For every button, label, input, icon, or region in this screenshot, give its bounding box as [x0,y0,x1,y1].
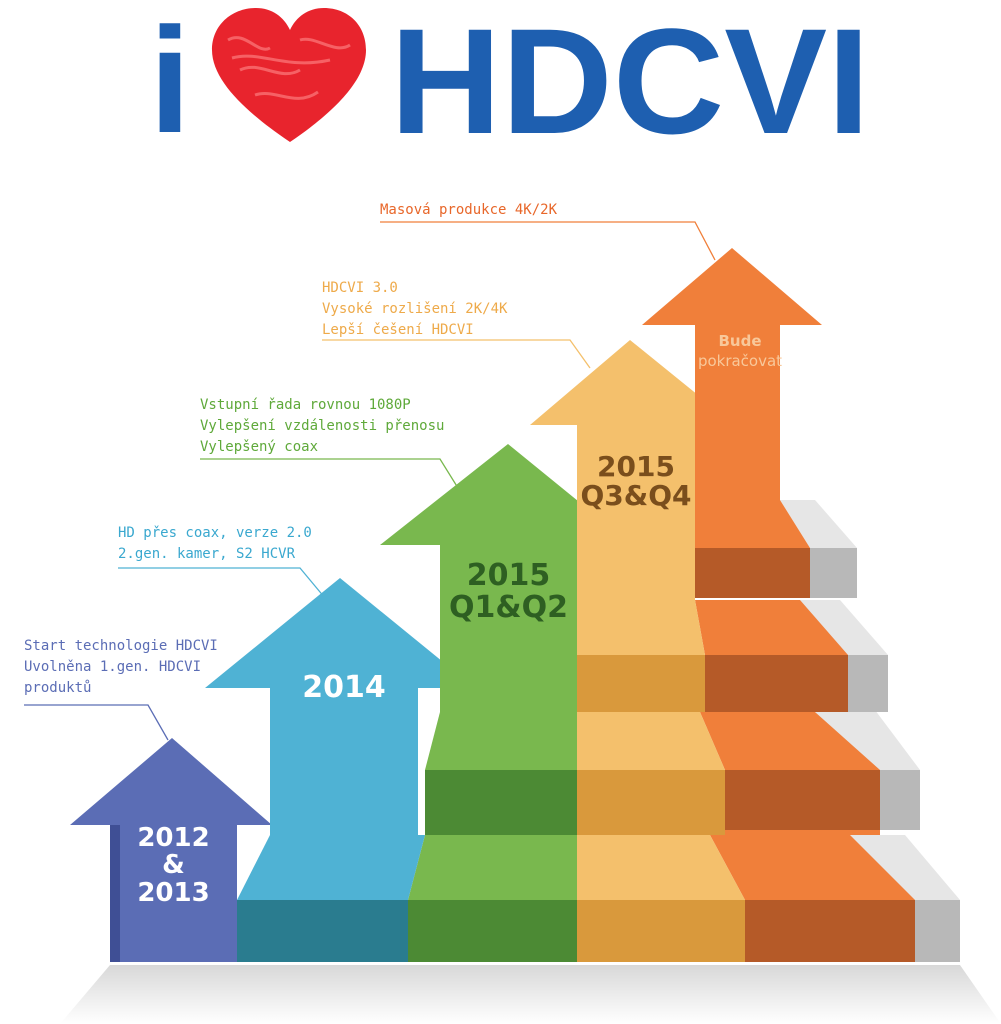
caption-line: Vstupní řada rovnou 1080P [200,397,411,413]
period-label-s1: 2012 & 2013 [110,823,237,908]
caption-line: Uvolněna 1.gen. HDCVI [24,659,202,675]
period-label-s5: Bude pokračovat [680,332,800,371]
period-line: 2015 [466,558,551,593]
floor-shadow [60,965,1001,1024]
arrow-s5 [642,248,822,500]
leader-lines [24,221,716,741]
period-label-s4: 2015 Q3&Q4 [577,452,695,511]
period-line: pokračovat [697,351,783,370]
caption-s3: Vstupní řada rovnou 1080P Vylepšení vzdá… [200,395,444,458]
caption-s4: HDCVI 3.0 Vysoké rozlišení 2K/4K Lepší č… [322,278,507,341]
caption-line: HD přes coax, verze 2.0 [118,525,312,541]
period-label-s3: 2015 Q1&Q2 [440,560,577,623]
caption-s2: HD přes coax, verze 2.0 2.gen. kamer, S2… [118,523,312,565]
arrow-s4 [530,340,735,600]
arrow-s3 [380,444,632,712]
heart-icon [212,8,366,142]
caption-line: HDCVI 3.0 [322,280,398,296]
period-line: Q1&Q2 [449,589,568,625]
caption-line: Masová produkce 4K/2K [380,202,558,218]
caption-line: Vysoké rozlišení 2K/4K [322,301,508,317]
period-line: 2013 [137,877,210,908]
blue-staircase [237,835,425,962]
period-line: 2012 [137,823,210,853]
logo-prefix-text: i [149,0,191,160]
period-label-s2: 2014 [270,672,418,704]
caption-line: Lepší češení HDCVI [322,322,474,338]
orange-staircase [695,500,915,962]
period-line: 2015 [597,450,675,483]
arrow-s1 [70,738,272,962]
caption-line: Start technologie HDCVI [24,638,218,654]
green-staircase [408,712,577,962]
arrow-s2 [205,578,475,835]
caption-s1: Start technologie HDCVI Uvolněna 1.gen. … [24,636,218,699]
period-line: 2014 [302,670,386,705]
caption-line: Vylepšení vzdálenosti přenosu [200,418,445,434]
period-line: & [162,850,185,881]
logo-brand-text: HDCVI [390,0,870,160]
period-line: Q3&Q4 [580,479,692,513]
caption-line: produktů [24,680,92,696]
arrow-s1-edge [110,825,120,962]
caption-line: 2.gen. kamer, S2 HCVR [118,546,296,562]
caption-line: Vylepšený coax [200,439,319,455]
i-love-hdcvi-logo: i HDCVI [149,0,870,160]
period-line: Bude [718,332,762,350]
caption-s5: Masová produkce 4K/2K [380,200,557,221]
